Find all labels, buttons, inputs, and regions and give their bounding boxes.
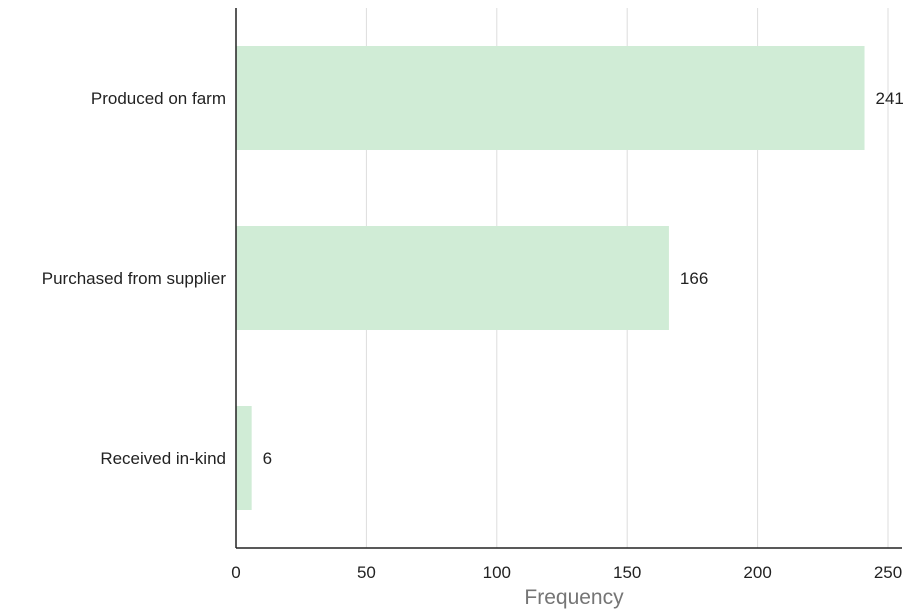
category-label-2: Received in-kind	[100, 449, 226, 468]
bar-1	[236, 226, 669, 330]
bar-0	[236, 46, 865, 150]
x-tick-label-100: 100	[483, 563, 511, 582]
category-label-1: Purchased from supplier	[42, 269, 227, 288]
value-label-2: 6	[263, 449, 272, 468]
x-tick-label-150: 150	[613, 563, 641, 582]
category-label-0: Produced on farm	[91, 89, 226, 108]
x-tick-label-0: 0	[231, 563, 240, 582]
labels: 0 50 100 150 200 250 Produced on farm 241 Purcha…	[42, 89, 904, 582]
value-label-0: 241	[876, 89, 904, 108]
x-tick-label-250: 250	[874, 563, 902, 582]
value-label-1: 166	[680, 269, 708, 288]
axes	[235, 8, 902, 549]
x-axis-title: Frequency	[524, 586, 624, 609]
bar-2	[236, 406, 252, 510]
bars	[236, 46, 865, 510]
x-tick-label-50: 50	[357, 563, 376, 582]
x-tick-label-200: 200	[743, 563, 771, 582]
